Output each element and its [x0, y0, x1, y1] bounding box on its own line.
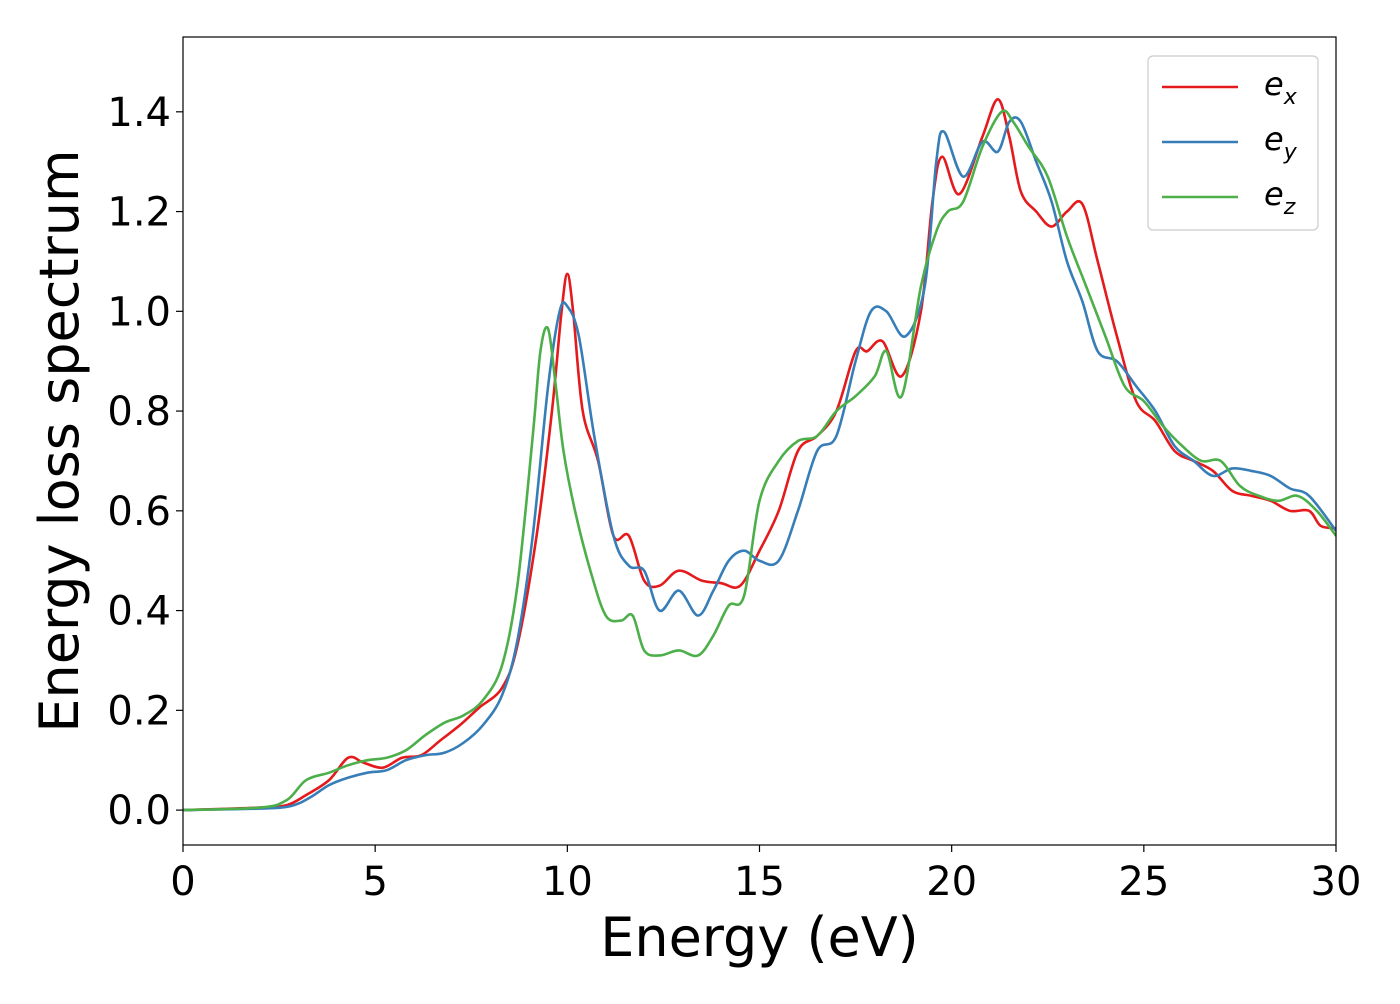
y-tick-label: 1.0 — [107, 289, 171, 335]
y-axis: 0.0 0.2 0.4 0.6 0.8 1.0 1.2 1.4 — [107, 90, 183, 834]
y-tick-label: 0.2 — [107, 688, 171, 734]
x-tick-label: 10 — [542, 859, 593, 905]
y-axis-title: Energy loss spectrum — [28, 149, 91, 732]
y-tick-label: 0.6 — [107, 489, 171, 535]
y-tick-label: 0.4 — [107, 589, 171, 635]
y-tick-label: 1.4 — [107, 90, 171, 136]
y-tick-label: 0.0 — [107, 788, 171, 834]
x-axis-title: Energy (eV) — [600, 906, 919, 969]
y-tick-label: 0.8 — [107, 389, 171, 435]
x-tick-label: 25 — [1118, 859, 1169, 905]
x-axis: 0 5 10 15 20 25 30 — [170, 845, 1361, 905]
x-tick-label: 30 — [1311, 859, 1362, 905]
x-tick-label: 0 — [170, 859, 195, 905]
x-tick-label: 5 — [362, 859, 387, 905]
x-tick-label: 15 — [734, 859, 785, 905]
y-tick-label: 1.2 — [107, 190, 171, 236]
x-tick-label: 20 — [926, 859, 977, 905]
